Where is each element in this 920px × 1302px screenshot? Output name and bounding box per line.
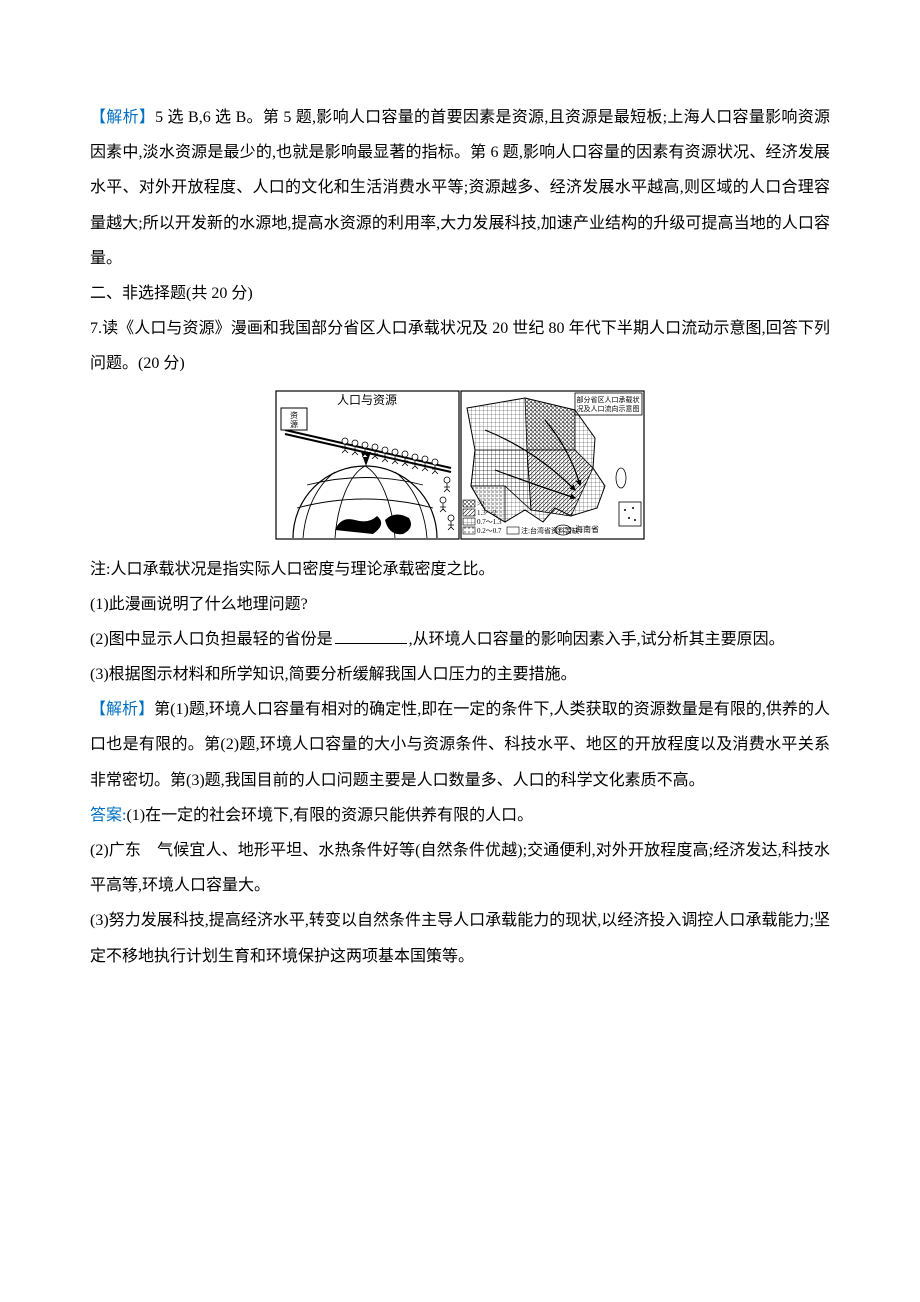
q7-analysis: 【解析】第(1)题,环境人口容量有相对的确定性,即在一定的条件下,人类获取的资源… [90,692,830,798]
section-2-heading: 二、非选择题(共 20 分) [90,276,830,311]
q7-stem: 7.读《人口与资源》漫画和我国部分省区人口承载状况及 20 世纪 80 年代下半… [90,311,830,381]
resource-label-1: 资 [290,410,298,420]
legend-note: 注:台湾省资料暂缺 [521,526,579,535]
q7-sub1: (1)此漫画说明了什么地理问题? [90,587,830,622]
resource-label-2: 源 [290,420,298,429]
legend-r3: 0.7～1.3 [477,518,502,526]
q7-a1-text: (1)在一定的社会环境下,有限的资源只能供养有限的人口。 [126,807,533,824]
analysis-label: 【解析】 [90,109,155,126]
blank-fill[interactable] [335,628,407,643]
analysis-label: 【解析】 [90,701,154,718]
q7-figure-wrap: 人口与资源 资 源 [90,390,830,544]
legend-r1: >2 [477,500,485,508]
left-title: 人口与资源 [337,393,397,407]
q7-answer-1: 答案:(1)在一定的社会环境下,有限的资源只能供养有限的人口。 [90,798,830,833]
q7-answer-2: (2)广东 气候宜人、地形平坦、水热条件好等(自然条件优越);交通便利,对外开放… [90,833,830,903]
q7-analysis-text: 第(1)题,环境人口容量有相对的确定性,即在一定的条件下,人类获取的资源数量是有… [90,701,830,788]
legend-r4: 0.2～0.7 [477,527,502,535]
legend-r2: 1.3～2 [477,509,497,517]
q7-figure: 人口与资源 资 源 [275,390,645,540]
q7-sub2-before: (2)图中显示人口负担最轻的省份是 [90,631,333,648]
right-title-2: 况及人口流向示意图 [577,404,640,413]
q7-note: 注:人口承载状况是指实际人口密度与理论承载密度之比。 [90,552,830,587]
right-title-1: 部分省区人口承载状 [577,395,640,404]
analysis-56: 【解析】5 选 B,6 选 B。第 5 题,影响人口容量的首要因素是资源,且资源… [90,100,830,276]
answer-label: 答案: [90,807,126,824]
analysis-56-text: 5 选 B,6 选 B。第 5 题,影响人口容量的首要因素是资源,且资源是最短板… [90,109,830,267]
q7-sub3: (3)根据图示材料和所学知识,简要分析缓解我国人口压力的主要措施。 [90,657,830,692]
q7-sub2: (2)图中显示人口负担最轻的省份是 ,从环境人口容量的影响因素入手,试分析其主要原… [90,622,830,657]
q7-answer-3: (3)努力发展科技,提高经济水平,转变以自然条件主导人口承载能力的现状,以经济投… [90,903,830,973]
q7-sub2-after: ,从环境人口容量的影响因素入手,试分析其主要原因。 [409,631,785,648]
